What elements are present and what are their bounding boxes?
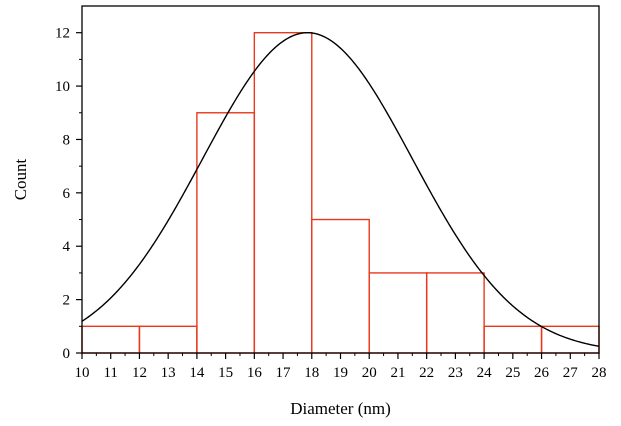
x-tick-label: 13: [161, 365, 176, 381]
histogram-bars: [81, 31, 600, 354]
histogram-bar-8: [483, 325, 543, 354]
x-tick-label: 19: [333, 365, 348, 381]
plot-frame: [81, 5, 600, 354]
y-tick-label: 4: [63, 239, 71, 255]
x-tick-label: 20: [362, 365, 377, 381]
x-tick-label: 23: [448, 365, 463, 381]
x-axis-ticks: [81, 353, 600, 359]
histogram-bar-3: [196, 112, 256, 354]
y-tick-label: 12: [55, 26, 70, 42]
histogram-bar-1: [81, 325, 141, 354]
y-tick-label: 0: [63, 346, 71, 362]
x-tick-label: 11: [103, 365, 117, 381]
x-tick-label: 17: [276, 365, 292, 381]
x-tick-label: 22: [419, 365, 434, 381]
y-axis-title: Count: [11, 158, 30, 200]
y-tick-label: 10: [55, 79, 70, 95]
histogram-bar-5: [311, 218, 370, 354]
x-tick-label: 14: [189, 365, 205, 381]
histogram-bar-6: [368, 272, 428, 354]
x-axis-title: Diameter (nm): [290, 399, 391, 418]
x-tick-label: 16: [247, 365, 263, 381]
x-tick-label: 27: [563, 365, 579, 381]
x-axis-tick-labels: 10 11 12 13 14 15 16 17 18 19 20 21 22 23 24 25 26 27 28: [75, 365, 607, 381]
y-tick-label: 8: [63, 132, 71, 148]
x-tick-label: 10: [75, 365, 90, 381]
x-tick-label: 18: [304, 365, 319, 381]
y-tick-label: 2: [63, 293, 71, 309]
histogram-bar-2: [138, 325, 198, 354]
x-tick-label: 25: [505, 365, 520, 381]
histogram-bar-4: [253, 31, 313, 354]
x-tick-label: 21: [390, 365, 405, 381]
x-tick-label: 24: [477, 365, 493, 381]
x-tick-label: 15: [218, 365, 233, 381]
y-axis-tick-labels: 0 2 4 6 8 10 12: [55, 26, 71, 362]
histogram-bar-7: [425, 272, 485, 354]
x-tick-label: 12: [132, 365, 147, 381]
x-tick-label: 28: [592, 365, 607, 381]
y-tick-label: 6: [63, 186, 71, 202]
gaussian-fit-curve: [81, 32, 600, 347]
x-tick-label: 26: [534, 365, 550, 381]
y-axis-ticks: [76, 32, 82, 354]
